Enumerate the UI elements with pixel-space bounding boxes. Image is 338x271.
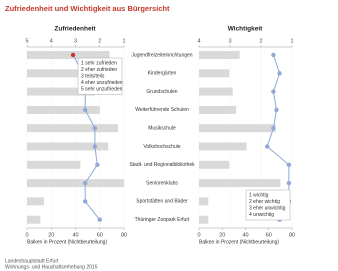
bar [199, 179, 281, 188]
top-tick-label: 4 [197, 38, 200, 44]
bar [27, 142, 109, 151]
bottom-tick-label: 40 [72, 232, 78, 238]
dot [83, 107, 88, 113]
bar [27, 160, 81, 169]
top-tick-label: 2 [259, 38, 262, 44]
bar [199, 124, 276, 133]
x-axis-label: Balken in Prozent (Nichtbeurteilung) [27, 239, 107, 245]
top-tick-label: 4 [50, 38, 53, 44]
chart-title: Zufriedenheit und Wichtigkeit aus Bürger… [5, 4, 170, 13]
legend-entry: 4 unwichtig [249, 212, 274, 218]
bottom-tick-label: 60 [97, 232, 103, 238]
bar [199, 51, 240, 59]
category-label: Jugendfreizeiteinrichtungen [131, 52, 192, 58]
legend-entry: 1 sehr zufrieden [81, 60, 117, 66]
dot [286, 162, 292, 167]
dot [92, 144, 98, 149]
category-label: Kindergärten [148, 71, 177, 77]
category-label: Stadt- und Regionalbibliothek [129, 162, 195, 168]
panel-title: Zufriedenheit [54, 26, 96, 33]
bar [199, 105, 237, 114]
category-label: Seniorenklubs [146, 180, 178, 186]
bottom-tick-label: 80 [289, 232, 295, 238]
footer: Landeshauptstadt Erfurt [5, 258, 59, 264]
bar [199, 87, 233, 96]
dot [97, 217, 102, 222]
dot [95, 162, 100, 167]
bottom-tick-label: 60 [266, 232, 272, 238]
bottom-tick-label: 80 [121, 232, 127, 238]
bottom-tick-label: 0 [197, 232, 200, 238]
footer: Wohnungs- und Haushaltserhebung 2015 [5, 264, 98, 270]
dot [271, 126, 276, 131]
legend-entry: 3 teils/teils [81, 73, 105, 79]
top-tick-label: 2 [98, 38, 101, 44]
category-label: Volkshochschule [143, 144, 180, 150]
bar [27, 215, 41, 224]
dot [271, 89, 276, 94]
bar [199, 197, 209, 206]
legend-entry: 5 sehr unzufrieden [81, 86, 123, 92]
dot [70, 52, 76, 58]
top-tick-label: 1 [122, 38, 125, 44]
bar [199, 160, 230, 169]
legend-box [77, 57, 123, 95]
legend-entry: 1 wichtig [249, 192, 269, 198]
category-label: Thüringer Zoopark Erfurt [135, 217, 190, 223]
legend-box [245, 189, 291, 221]
category-label: Sportstätten und Bäder [136, 199, 188, 205]
x-axis-label: Balken in Prozent (Nichtbeurteilung) [199, 239, 279, 245]
bar [27, 69, 93, 78]
bar [199, 142, 247, 151]
top-tick-label: 5 [25, 38, 28, 44]
bottom-tick-label: 20 [219, 232, 225, 238]
category-label: Grundschulen [146, 89, 177, 95]
dot [286, 180, 292, 186]
bottom-tick-label: 0 [25, 232, 28, 238]
dot [83, 180, 88, 186]
legend-entry: 2 eher wichtig [249, 199, 280, 205]
bar [27, 179, 124, 188]
bar [27, 197, 44, 206]
bottom-tick-label: 40 [242, 232, 248, 238]
legend-entry: 4 eher unzufrieden [81, 80, 123, 86]
dot [265, 144, 270, 149]
category-label: Weiterführende Schulen [135, 107, 189, 113]
dot [83, 199, 88, 204]
category-label: Musikschule [148, 126, 176, 132]
top-tick-label: 3 [74, 38, 77, 44]
legend-entry: 3 eher unwichtig [249, 205, 286, 211]
bar [27, 124, 118, 133]
bar [27, 87, 95, 96]
dot [277, 71, 282, 76]
bar [27, 51, 110, 59]
dot [271, 52, 276, 58]
bar [199, 69, 230, 78]
panel-title: Wichtigkeit [228, 26, 263, 33]
legend-entry: 2 eher zufrieden [81, 67, 117, 73]
dot [92, 126, 98, 131]
dot [274, 107, 279, 113]
top-tick-label: 1 [290, 38, 293, 44]
bar [27, 105, 100, 114]
bar [199, 215, 209, 224]
bottom-tick-label: 20 [48, 232, 54, 238]
top-tick-label: 3 [228, 38, 231, 44]
